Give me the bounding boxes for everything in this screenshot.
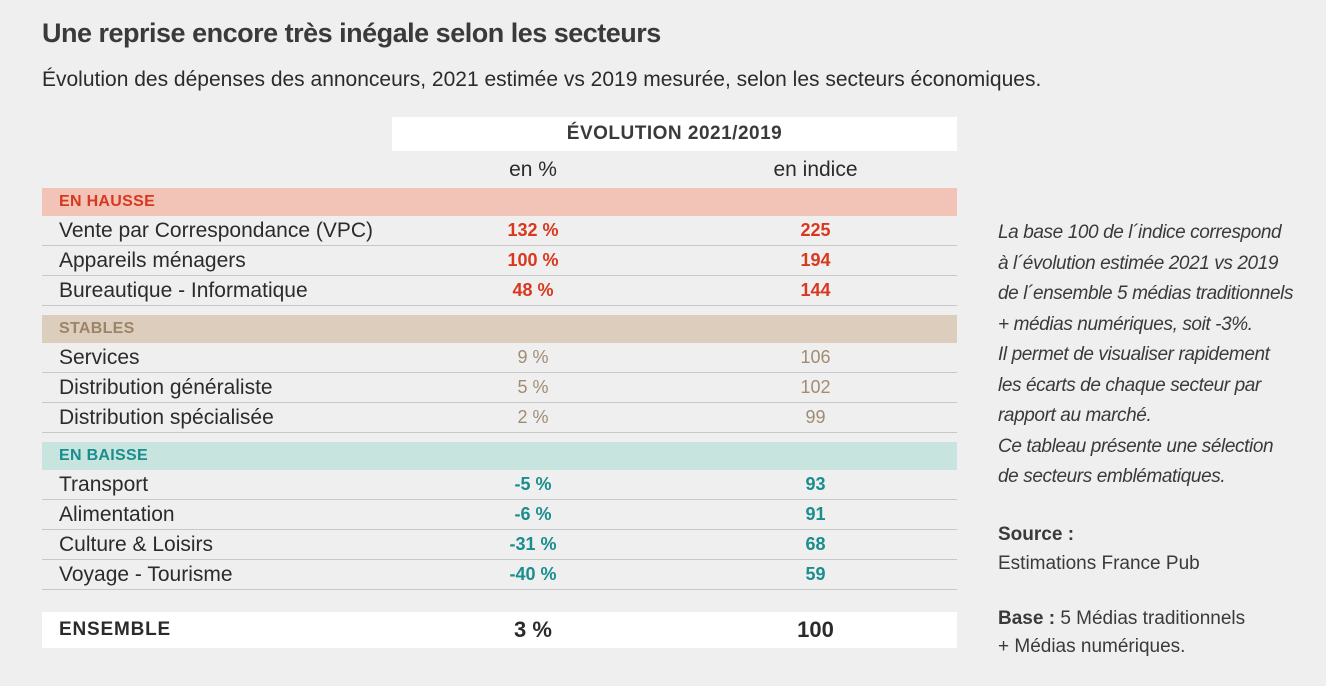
row-pct: 9 % <box>517 347 549 367</box>
note-line: + médias numériques, soit -3%. <box>998 313 1253 335</box>
row-label: Services <box>59 345 140 369</box>
row-pct: 132 % <box>507 220 559 240</box>
table-row: Distribution spécialisée 2 % 99 <box>42 403 957 433</box>
row-pct: -31 % <box>509 534 557 554</box>
source-block: Source : Estimations France Pub <box>998 520 1318 578</box>
row-index: 144 <box>800 280 831 300</box>
row-label: Voyage - Tourisme <box>59 562 233 586</box>
total-row: ENSEMBLE 3 % 100 <box>42 612 957 648</box>
note-line: à l´évolution estimée 2021 vs 2019 <box>998 252 1279 274</box>
row-index: 225 <box>800 220 831 240</box>
base-line2: + Médias numériques. <box>998 636 1186 657</box>
row-index: 93 <box>805 474 826 494</box>
row-index: 68 <box>805 534 826 554</box>
note-line: de secteurs emblématiques. <box>998 466 1226 487</box>
note-line: Ce tableau présente une sélection <box>998 435 1274 457</box>
table-row: Appareils ménagers 100 % 194 <box>42 246 957 276</box>
total-index: 100 <box>797 617 834 642</box>
row-pct: -5 % <box>514 474 552 494</box>
note-line: de l´ensemble 5 médias traditionnels <box>998 283 1294 304</box>
row-index: 91 <box>805 504 826 524</box>
row-pct: 2 % <box>517 407 549 427</box>
row-index: 194 <box>800 250 831 270</box>
table-row: Distribution généraliste 5 % 102 <box>42 373 957 403</box>
total-pct: 3 % <box>514 617 552 642</box>
source-text: Estimations France Pub <box>998 553 1200 574</box>
group-header-hausse: EN HAUSSE <box>42 188 957 216</box>
table-row: Voyage - Tourisme -40 % 59 <box>42 560 957 590</box>
table-row: Vente par Correspondance (VPC) 132 % 225 <box>42 216 957 246</box>
column-headers: en % en indice <box>42 151 957 188</box>
table-row: Bureautique - Informatique 48 % 144 <box>42 276 957 306</box>
row-label: Vente par Correspondance (VPC) <box>59 218 374 242</box>
row-index: 106 <box>800 347 831 367</box>
source-label: Source : <box>998 524 1075 545</box>
table-row: Culture & Loisirs -31 % 68 <box>42 530 957 560</box>
row-label: Appareils ménagers <box>59 248 246 272</box>
row-pct: -6 % <box>514 504 552 524</box>
evolution-table: ÉVOLUTION 2021/2019 en % en indice EN HA… <box>42 117 957 648</box>
base-label: Base : <box>998 608 1056 629</box>
table-row: Transport -5 % 93 <box>42 470 957 500</box>
note-line: rapport au marché. <box>998 405 1152 426</box>
table-row: Services 9 % 106 <box>42 343 957 373</box>
row-pct: 48 % <box>512 280 554 300</box>
row-label: Culture & Loisirs <box>59 532 214 556</box>
page-title: Une reprise encore très inégale selon le… <box>42 18 661 48</box>
row-index: 99 <box>805 407 826 427</box>
column-header-pct: en % <box>509 157 557 181</box>
group-header-stables: STABLES <box>42 315 957 343</box>
note-line: les écarts de chaque secteur par <box>998 374 1261 396</box>
row-label: Alimentation <box>59 502 175 526</box>
row-pct: 100 % <box>507 250 559 270</box>
total-label: ENSEMBLE <box>59 619 171 640</box>
table-header: ÉVOLUTION 2021/2019 <box>392 117 957 151</box>
note-line: La base 100 de l´indice correspond <box>998 222 1282 243</box>
row-pct: 5 % <box>517 377 549 397</box>
row-pct: -40 % <box>509 564 557 584</box>
row-index: 59 <box>805 564 826 584</box>
note-line: Il permet de visualiser rapidement <box>998 344 1270 365</box>
table-row: Alimentation -6 % 91 <box>42 500 957 530</box>
row-index: 102 <box>800 377 831 397</box>
base-line1: 5 Médias traditionnels <box>1060 608 1246 629</box>
explanatory-note: La base 100 de l´indice correspond à l´é… <box>998 218 1318 493</box>
row-label: Distribution spécialisée <box>59 405 274 429</box>
group-header-baisse: EN BAISSE <box>42 442 957 470</box>
row-label: Transport <box>59 472 149 496</box>
column-header-index: en indice <box>773 157 858 181</box>
base-block: Base : 5 Médias traditionnels + Médias n… <box>998 605 1318 661</box>
row-label: Bureautique - Informatique <box>59 278 308 302</box>
page-subtitle: Évolution des dépenses des annonceurs, 2… <box>42 68 1042 91</box>
row-label: Distribution généraliste <box>59 375 273 399</box>
